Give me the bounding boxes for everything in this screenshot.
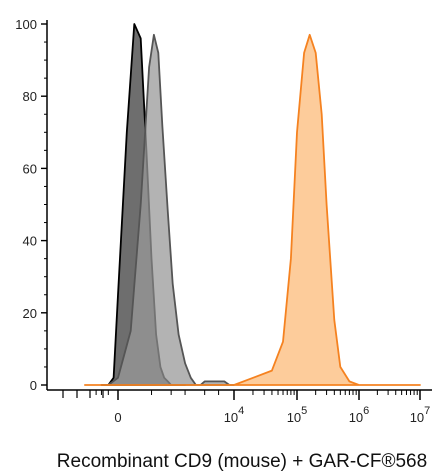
axis-ticks: 0 20 40 60 80 100 0 104 105 106 107 [15, 17, 430, 425]
series-layer [84, 23, 421, 386]
x-tick-label-4: 107 [410, 405, 431, 425]
y-tick-label-1: 20 [23, 306, 37, 321]
x-tick-label-3: 106 [349, 405, 370, 425]
x-tick-label-2: 105 [287, 405, 308, 425]
x-axis-label: Recombinant CD9 (mouse) + GAR-CF®568 [57, 451, 427, 472]
histogram-series-1 [107, 33, 235, 386]
y-tick-label-2: 40 [23, 234, 37, 249]
y-tick-label-0: 0 [30, 378, 37, 393]
y-tick-label-5: 100 [15, 17, 37, 32]
y-tick-label-4: 80 [23, 89, 37, 104]
x-tick-label-1: 104 [224, 405, 245, 425]
y-tick-label-3: 60 [23, 161, 37, 176]
x-tick-label-0: 0 [114, 410, 121, 425]
histogram-series-2 [84, 33, 421, 386]
axes [46, 20, 432, 391]
